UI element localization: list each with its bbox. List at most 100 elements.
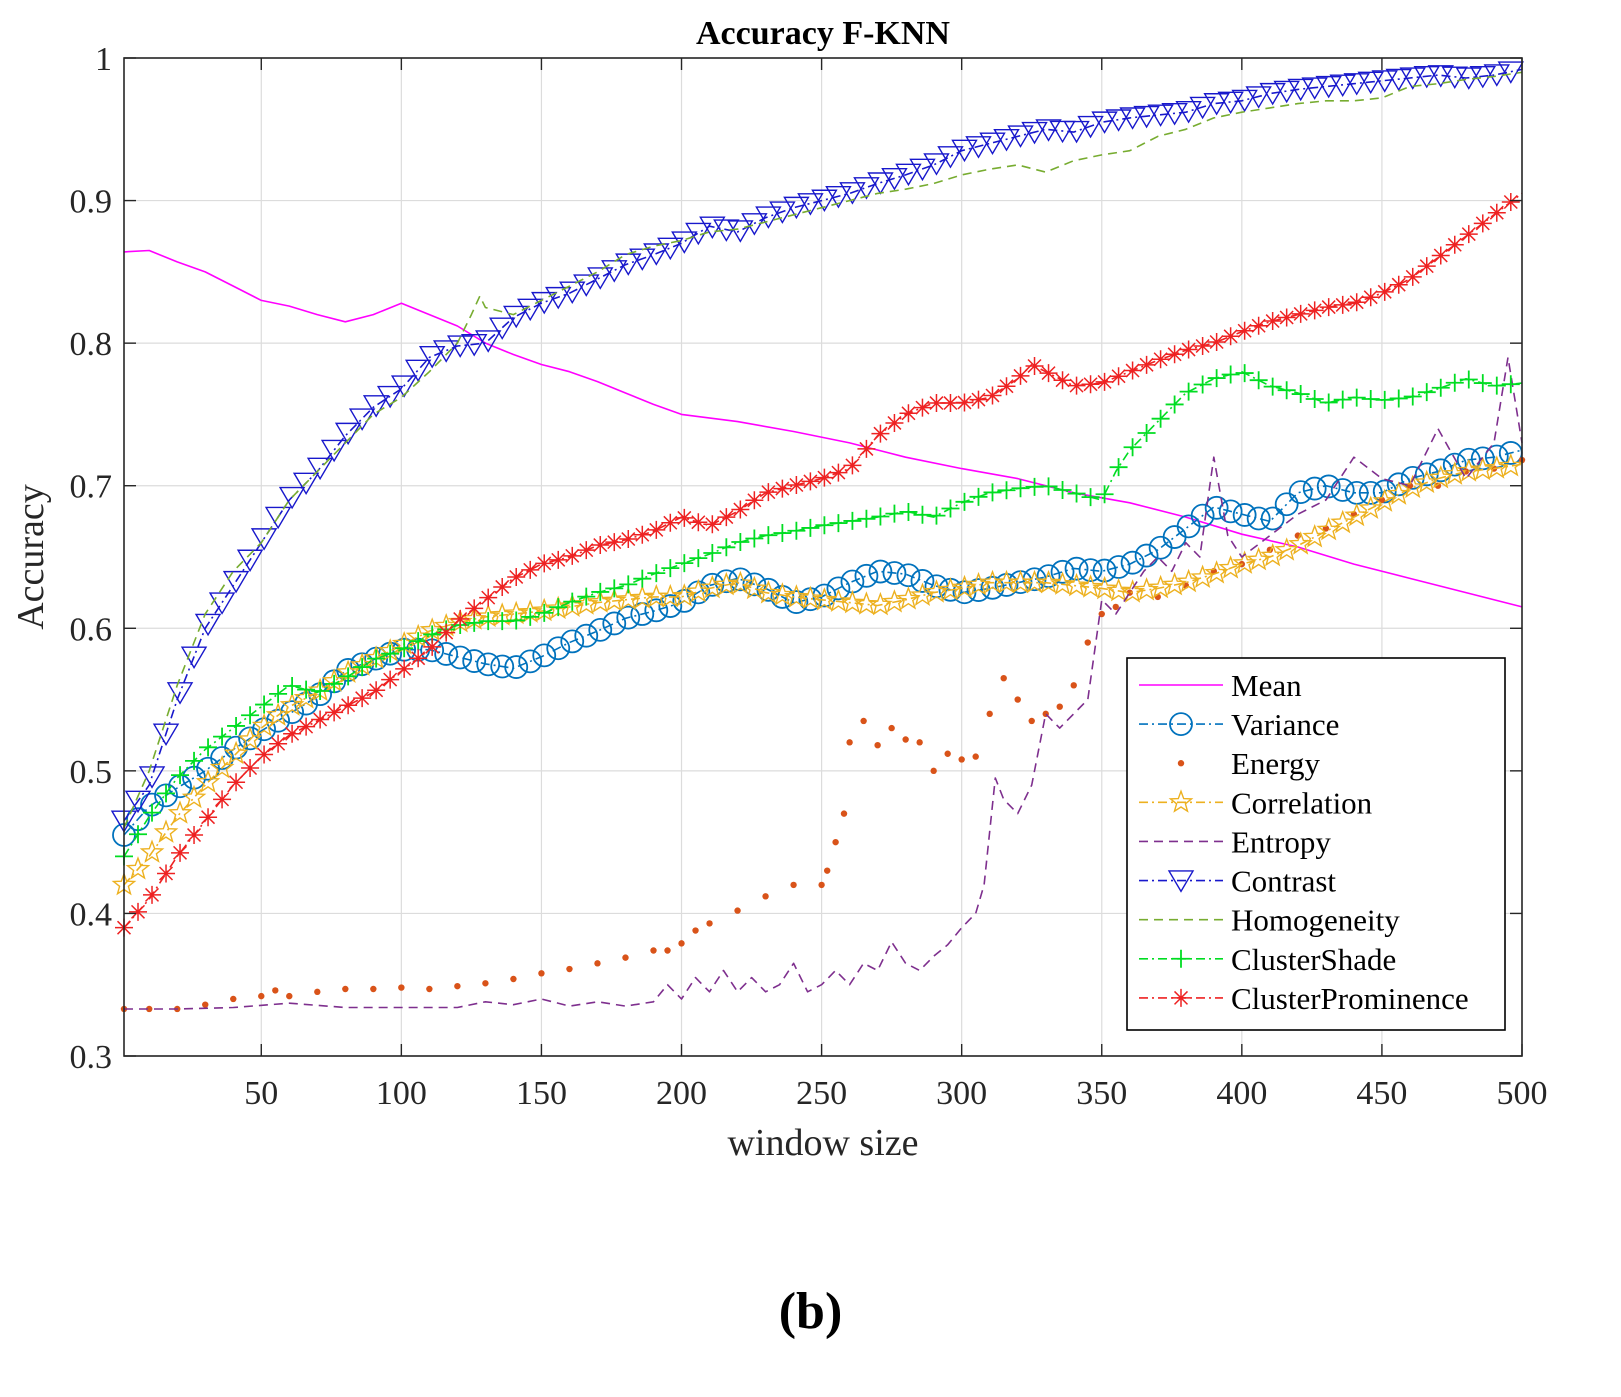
triangle-marker [124, 790, 152, 814]
star-marker [1470, 456, 1496, 481]
asterisk-marker [129, 902, 148, 921]
dot-marker [538, 970, 545, 977]
circle-marker [1064, 556, 1089, 581]
circle-marker [1092, 558, 1117, 583]
circle-marker [434, 642, 459, 666]
dot-marker [1014, 696, 1021, 703]
circle-marker [448, 645, 473, 670]
series-energy [120, 456, 1526, 1013]
dot-marker [832, 838, 839, 846]
plus-marker [1011, 479, 1030, 498]
circle-marker [1316, 474, 1341, 499]
asterisk-marker [381, 670, 400, 689]
asterisk-marker [549, 550, 568, 569]
plus-marker [311, 682, 330, 701]
asterisk-marker [703, 515, 722, 534]
circle-marker [1372, 479, 1397, 504]
plus-marker [885, 504, 904, 523]
circle-marker [490, 654, 515, 679]
y-tick-label: 0.9 [70, 184, 113, 221]
star-marker [798, 585, 823, 610]
triangle-marker [671, 231, 698, 254]
series-line-mean [123, 249, 1523, 608]
triangle-marker [1427, 65, 1454, 88]
plus-marker [1445, 373, 1464, 392]
series-entropy [124, 356, 1523, 1010]
triangle-marker [166, 682, 194, 705]
circle-marker [1288, 480, 1313, 505]
triangle-marker [503, 305, 530, 329]
x-tick-label: 100 [376, 1075, 427, 1112]
triangle-marker [1413, 65, 1440, 89]
asterisk-marker [591, 536, 610, 555]
asterisk-marker [255, 745, 274, 764]
plus-marker [129, 825, 148, 844]
triangle-marker [1077, 115, 1104, 139]
plus-marker [661, 559, 680, 578]
star-marker [1358, 495, 1384, 520]
star-marker [1288, 531, 1313, 555]
plus-marker [717, 538, 736, 557]
asterisk-marker [577, 541, 596, 560]
dot-marker [510, 975, 517, 983]
star-marker [1484, 455, 1510, 479]
plus-marker [185, 751, 204, 770]
star-marker [1120, 579, 1145, 603]
triangle-marker [432, 340, 460, 363]
legend: Mean Variance Energy Correlation Entropy Cont… [1126, 657, 1506, 1031]
series-contrast [110, 61, 1525, 833]
triangle-marker [853, 177, 880, 200]
triangle-marker [376, 385, 404, 409]
asterisk-marker [185, 826, 204, 845]
triangle-marker [1105, 109, 1132, 132]
x-tick-label: 400 [1216, 1075, 1267, 1112]
asterisk-marker [535, 554, 554, 573]
legend-label-entropy: Entropy [1231, 824, 1331, 859]
asterisk-marker [1389, 275, 1408, 294]
asterisk-marker [1067, 376, 1086, 395]
plus-marker [395, 639, 414, 658]
triangle-marker [559, 281, 586, 304]
dot-marker [790, 881, 797, 889]
circle-marker [1078, 558, 1103, 583]
triangle-marker [825, 185, 852, 209]
plus-marker [731, 533, 750, 552]
circle-marker [1260, 506, 1285, 531]
plus-marker [297, 680, 316, 699]
plus-marker [199, 738, 218, 757]
star-marker [826, 588, 851, 613]
star-marker [209, 755, 235, 779]
triangle-marker [446, 335, 474, 358]
asterisk-marker [829, 463, 848, 482]
circle-marker [1358, 480, 1383, 505]
asterisk-marker [1431, 246, 1450, 265]
triangle-marker [1343, 73, 1370, 96]
asterisk-marker [451, 610, 470, 629]
star-marker [1414, 469, 1440, 494]
star-marker [840, 589, 865, 614]
dot-marker [692, 927, 699, 934]
asterisk-marker [605, 533, 624, 552]
series-clusterprominence [115, 192, 1523, 937]
plus-marker [1431, 378, 1450, 397]
asterisk-marker [1305, 301, 1324, 320]
series-mean [123, 249, 1523, 608]
asterisk-marker [1081, 375, 1100, 394]
triangle-marker [1399, 67, 1426, 90]
legend-label-correlation: Correlation [1231, 785, 1373, 820]
plus-marker [773, 524, 792, 543]
star-marker [938, 577, 963, 601]
plus-marker [269, 684, 288, 703]
triangle-marker [867, 172, 894, 195]
plus-marker [1221, 365, 1240, 384]
triangle-marker [573, 274, 600, 297]
plus-marker [409, 632, 428, 651]
plus-marker [507, 611, 526, 630]
series-correlation [111, 452, 1524, 896]
triangle-marker [1217, 91, 1244, 115]
dot-marker [650, 947, 657, 954]
y-tick-label: 0.7 [70, 469, 113, 506]
triangle-marker [460, 333, 488, 357]
dot-marker [342, 985, 349, 993]
circle-marker [1218, 499, 1243, 524]
